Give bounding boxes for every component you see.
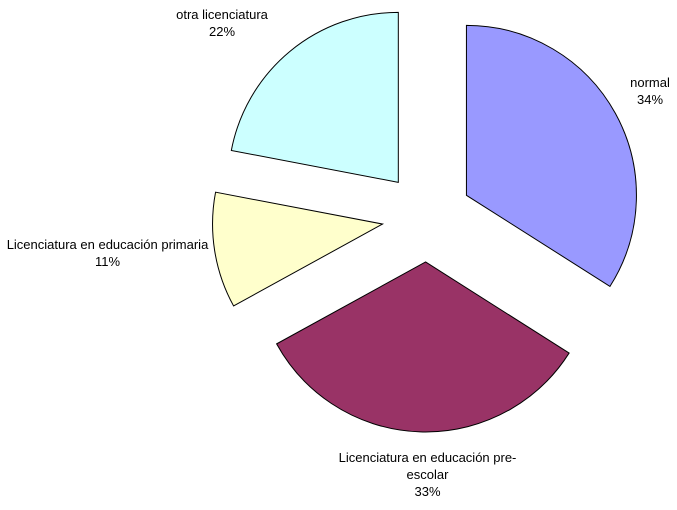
slice-label: Licenciatura en educación pre-escolar 33… [320,449,535,500]
pie-slice [230,11,399,183]
value-label: 22% [208,24,236,39]
value-label: 34% [636,92,664,107]
pie-slice [465,24,637,288]
slice-label: Licenciatura en educación primaria 11% [0,236,215,270]
category-label: normal [630,75,670,90]
value-label: 11% [94,254,121,269]
category-label: Licenciatura en educación primaria [6,237,209,252]
pie-slice [212,191,385,307]
slice-label: otra licenciatura 22% [147,6,297,40]
slice-label: normal 34% [610,74,677,108]
pie-slice [275,261,570,433]
category-label: Licenciatura en educación pre-escolar [338,450,517,482]
category-label: otra licenciatura [176,7,268,22]
value-label: 33% [414,484,441,499]
